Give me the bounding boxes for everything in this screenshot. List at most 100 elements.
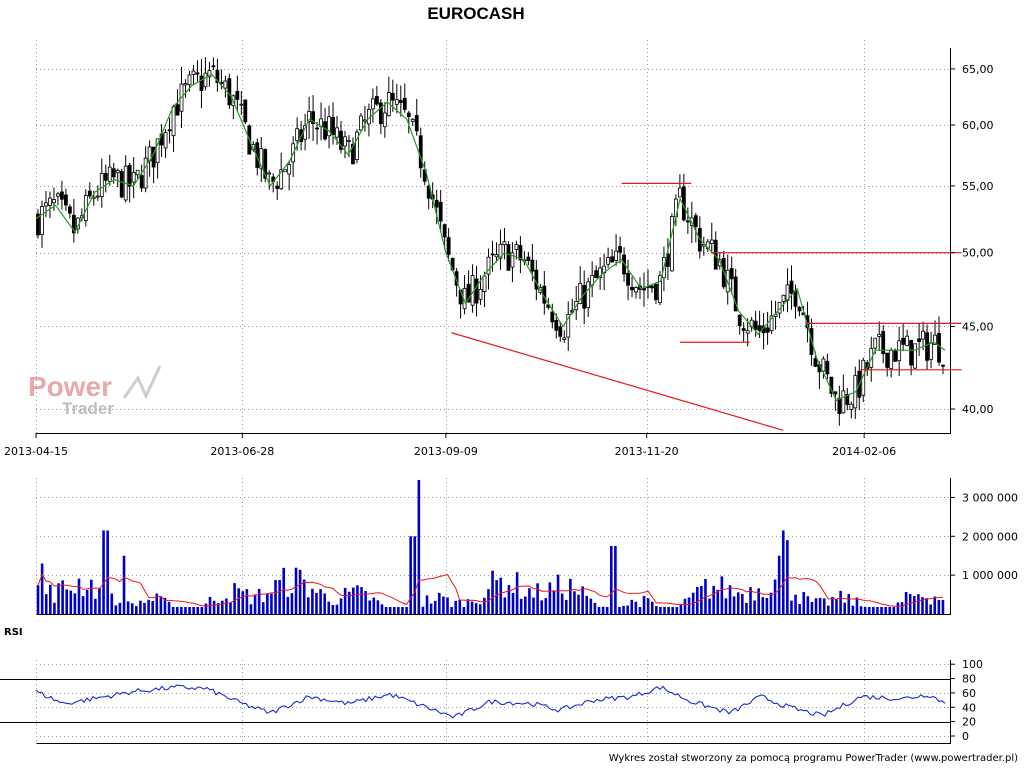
candle: [355, 129, 359, 164]
candle: [275, 181, 280, 200]
price-panel: [35, 57, 962, 431]
candle-body: [582, 285, 587, 309]
volume-bar: [139, 600, 142, 614]
volume-bar: [442, 596, 445, 614]
candle-body: [630, 286, 634, 291]
candle-body: [494, 254, 499, 258]
candle-body: [474, 278, 479, 304]
candle-body: [889, 350, 894, 370]
volume-bar: [483, 597, 486, 614]
volume-bar: [835, 599, 838, 614]
candle: [239, 90, 244, 116]
volume-bar: [798, 604, 801, 614]
candle: [211, 57, 216, 71]
candle-body: [654, 283, 658, 301]
x-tick-label: 2013-04-15: [4, 445, 68, 458]
volume-bar: [843, 602, 846, 614]
volume-bar: [827, 605, 830, 614]
candle-body: [769, 315, 774, 332]
volume-bar: [712, 585, 715, 614]
candle: [510, 241, 515, 283]
candle: [103, 164, 108, 193]
candle-body: [909, 339, 914, 366]
candle: [191, 64, 196, 86]
candle: [506, 241, 511, 271]
volume-bar: [44, 594, 48, 614]
volume-bar: [319, 589, 322, 614]
candle-body: [502, 241, 507, 246]
volume-bar: [859, 606, 863, 614]
x-tick-label: 2014-02-06: [832, 445, 896, 458]
candle-body: [598, 267, 603, 278]
candle: [135, 169, 140, 180]
candle: [207, 61, 212, 87]
volume-bar: [77, 578, 81, 614]
candle-body: [103, 172, 108, 181]
candle-body: [781, 294, 786, 303]
candle: [913, 343, 917, 369]
volume-bar: [61, 580, 64, 614]
candle-body: [374, 96, 379, 105]
candle-body: [335, 127, 339, 138]
x-tick-label: 2013-11-20: [615, 445, 679, 458]
candle: [95, 185, 100, 201]
candle-body: [486, 256, 491, 275]
volume-bar: [564, 599, 568, 614]
candle: [243, 99, 248, 125]
volume-y-tick-label: 2 000 000: [962, 530, 1018, 543]
candle: [64, 188, 68, 211]
volume-bar: [85, 589, 89, 614]
candle: [550, 303, 555, 329]
candle-body: [107, 166, 112, 182]
candle-body: [382, 112, 387, 128]
candle-body: [514, 243, 519, 250]
candle: [307, 96, 311, 139]
volume-bar: [667, 607, 670, 614]
volume-bar: [777, 555, 781, 614]
volume-bar: [417, 479, 421, 614]
volume-bar: [229, 602, 232, 614]
candle-body: [925, 332, 929, 361]
volume-bar: [663, 607, 666, 614]
volume-bar: [503, 597, 507, 614]
volume-bar: [528, 588, 531, 614]
candle-body: [917, 338, 921, 343]
volume-bar: [429, 603, 433, 614]
candle-body: [438, 201, 443, 222]
candle: [769, 300, 774, 334]
candle-body: [394, 99, 399, 105]
rsi-y-tick-label: 20: [962, 716, 976, 729]
candle-body: [355, 131, 359, 161]
volume-bar: [810, 601, 814, 614]
candle-body: [434, 199, 439, 208]
volume-bar: [769, 592, 773, 614]
volume-bar: [716, 589, 720, 614]
candle-body: [478, 288, 483, 300]
candle-body: [239, 103, 244, 106]
volume-bar: [397, 607, 400, 614]
volume-bar: [266, 593, 269, 614]
candle: [446, 228, 451, 262]
candle-body: [295, 128, 300, 142]
candle: [359, 112, 363, 133]
volume-bar: [327, 601, 331, 614]
candle-body: [873, 337, 878, 349]
volume-bar: [405, 607, 408, 614]
volume-bar: [261, 602, 265, 614]
candle-body: [482, 275, 487, 292]
volume-bar: [892, 607, 896, 614]
candle-body: [390, 93, 395, 101]
volume-bar: [470, 601, 474, 614]
volume-bar: [904, 591, 908, 614]
volume-bar: [143, 602, 146, 614]
candle-body: [518, 245, 523, 261]
volume-bar: [311, 588, 314, 614]
volume-bar: [225, 598, 228, 614]
candle-body: [789, 280, 794, 294]
candle-body: [466, 283, 471, 303]
candle: [67, 204, 72, 219]
candle: [917, 323, 921, 357]
candle: [789, 265, 794, 310]
candle-body: [171, 106, 176, 137]
